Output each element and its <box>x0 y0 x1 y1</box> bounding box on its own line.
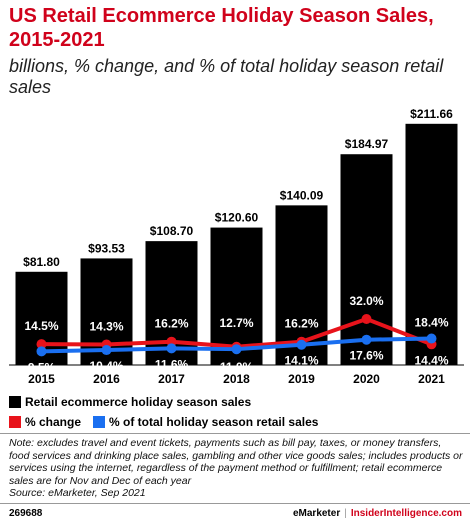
share-point-2016 <box>101 345 112 356</box>
bar-label-2020: $184.97 <box>345 137 389 151</box>
legend-label-change: % change <box>25 415 82 429</box>
bar-2021 <box>405 123 458 365</box>
legend-swatch-change <box>9 416 21 428</box>
share-label-2021: 18.4% <box>414 316 448 330</box>
bar-label-2016: $93.53 <box>88 241 125 255</box>
change-label-2017: 16.2% <box>154 317 188 331</box>
share-point-2020 <box>361 334 372 345</box>
footnote-text: Note: excludes travel and event tickets,… <box>9 437 463 487</box>
brand-separator: | <box>344 508 347 519</box>
brand-insider-intelligence[interactable]: InsiderIntelligence.com <box>350 508 462 519</box>
legend-item-sales: Retail ecommerce holiday season sales <box>9 395 251 409</box>
share-point-2018 <box>231 344 242 355</box>
share-point-2017 <box>166 343 177 354</box>
x-tick-2019: 2019 <box>288 372 315 386</box>
change-label-2021: 14.4% <box>414 353 448 367</box>
share-point-2015 <box>36 346 47 357</box>
change-label-2019: 16.2% <box>284 317 318 331</box>
bar-label-2015: $81.80 <box>23 255 60 269</box>
share-label-2018: 11.0% <box>220 360 254 374</box>
share-label-2020: 17.6% <box>349 349 383 363</box>
legend-swatch-sales <box>9 396 21 408</box>
chart-subtitle: billions, % change, and % of total holid… <box>9 56 444 97</box>
chart-id: 269688 <box>9 508 43 519</box>
share-point-2021 <box>426 333 437 344</box>
legend-item-change: % change <box>9 415 81 429</box>
divider-bottom <box>0 503 470 504</box>
change-label-2015: 14.5% <box>24 319 58 333</box>
legend-swatch-share <box>93 416 106 428</box>
share-point-2019 <box>296 339 307 350</box>
x-tick-2015: 2015 <box>28 372 55 386</box>
footnote: Note: excludes travel and event tickets,… <box>9 437 464 500</box>
x-tick-2021: 2021 <box>418 372 445 386</box>
x-tick-2016: 2016 <box>93 372 120 386</box>
share-label-2019: 14.1% <box>284 354 318 368</box>
legend-label-sales: Retail ecommerce holiday season sales <box>25 395 252 409</box>
legend-label-share: % of total holiday season retail sales <box>109 415 319 429</box>
share-label-2016: 10.4% <box>89 359 123 373</box>
bar-2020 <box>340 154 393 365</box>
bar-label-2018: $120.60 <box>215 211 259 225</box>
brand: eMarketer | InsiderIntelligence.com <box>293 508 462 519</box>
legend: Retail ecommerce holiday season sales % … <box>9 392 464 432</box>
change-point-2015 <box>36 339 47 350</box>
share-label-2017: 11.6% <box>155 357 189 371</box>
divider-top <box>0 433 470 434</box>
footer: 269688 eMarketer | InsiderIntelligence.com <box>0 504 470 524</box>
bar-label-2019: $140.09 <box>280 188 324 202</box>
chart-area: $81.80 $93.53 $108.70 $120.60 $140.09 $184.97… <box>9 107 464 386</box>
share-label-2015: 9.5% <box>28 360 56 374</box>
footnote-source: Source: eMarketer, Sep 2021 <box>9 487 146 500</box>
x-tick-2018: 2018 <box>223 372 250 386</box>
change-label-2016: 14.3% <box>89 319 123 333</box>
change-point-2020 <box>361 314 372 324</box>
change-label-2018: 12.7% <box>219 316 253 330</box>
x-tick-2017: 2017 <box>158 372 185 386</box>
x-tick-2020: 2020 <box>353 372 380 386</box>
chart-title: US Retail Ecommerce Holiday Season Sales… <box>9 5 434 51</box>
legend-item-share: % of total holiday season retail sales <box>93 415 318 429</box>
change-label-2020: 32.0% <box>349 294 383 308</box>
bar-label-2021: $211.66 <box>410 107 453 121</box>
bar-label-2017: $108.70 <box>150 224 194 238</box>
brand-emarketer: eMarketer <box>292 508 341 519</box>
